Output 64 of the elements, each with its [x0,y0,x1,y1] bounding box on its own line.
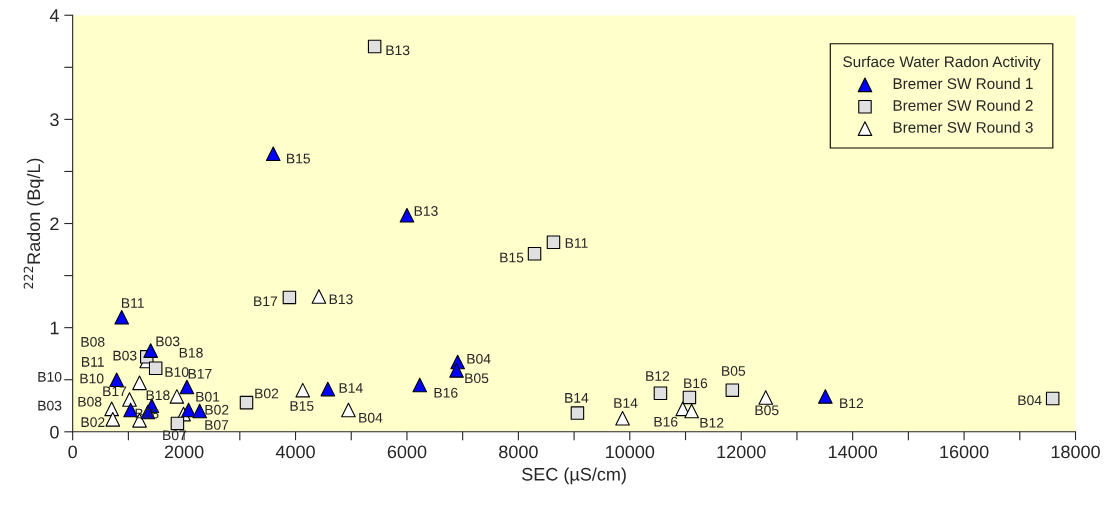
annotation: B18 [179,347,203,358]
annotation: B05 [755,405,779,416]
legend-label: Bremer SW Round 2 [893,99,1033,111]
annotation: B17 [103,386,127,397]
annotation: B08 [135,408,159,419]
x-tick-label: 12000 [717,445,766,459]
y-axis-title: $^{222}$Radon (Bq/L) [23,158,44,289]
annotation: B13 [329,294,353,305]
legend-label: Bremer SW Round 1 [893,77,1033,90]
annotation: B12 [646,371,670,381]
y-tick-label: 0 [50,425,59,439]
annotation: B17 [254,296,278,307]
annotation: B12 [700,417,724,428]
x-tick-label: 8000 [499,445,538,459]
y-tick-label: 2 [50,217,59,231]
annotation: B16 [654,416,678,427]
annotation: B03 [113,350,137,361]
annotation: B01 [196,391,220,402]
annotation: B03 [156,336,180,347]
annotation: B05 [722,366,746,376]
x-tick-label: 0 [68,445,77,459]
x-tick-label: 6000 [387,445,427,459]
text: B03 [38,400,62,411]
annotation: B14 [614,398,638,408]
x-tick-label: 4000 [275,445,315,459]
x-tick-label: 2000 [164,445,204,459]
x-tick-label: 14000 [828,445,878,459]
annotation: B02 [205,404,229,415]
annotation: B16 [684,378,708,389]
annotation: B17 [188,369,212,379]
annotation: B14 [339,383,363,393]
text: B10 [38,371,62,382]
x-tick-label: 10000 [606,445,655,459]
annotation: B15 [290,401,314,411]
annotation: B18 [146,390,170,401]
annotation: B11 [121,298,144,308]
annotation: B10 [80,373,104,384]
x-axis-title: SEC (µS/cm) [522,467,626,485]
annotation: B13 [414,206,438,216]
annotation: B14 [565,393,589,403]
annotation: B07 [205,419,229,430]
y-tick-label: 4 [49,9,59,22]
annotation: B08 [78,396,102,407]
y-tick-label: 3 [50,113,59,127]
legend-label: Bremer SW Round 3 [893,121,1033,133]
annotation: B04 [1018,395,1042,406]
annotation: B02 [255,388,279,399]
annotation: B02 [81,417,105,428]
annotation: B04 [467,353,491,364]
x-tick-label: 16000 [940,445,989,459]
annotation: B13 [386,45,410,56]
annotation: B10 [165,367,189,377]
annotation: B04 [359,412,383,423]
annotation: B12 [840,398,864,408]
y-tick-label: 1 [50,321,59,335]
annotation: B15 [287,153,311,164]
legend-title: Surface Water Radon Activity [843,55,1041,71]
annotation: B08 [81,336,105,347]
annotation: B05 [465,373,489,384]
annotation: B16 [434,387,458,398]
x-tick-label: 18000 [1051,445,1100,459]
annotation: B11 [565,238,588,248]
annotation: B15 [500,252,524,263]
annotation: B11 [82,357,104,367]
